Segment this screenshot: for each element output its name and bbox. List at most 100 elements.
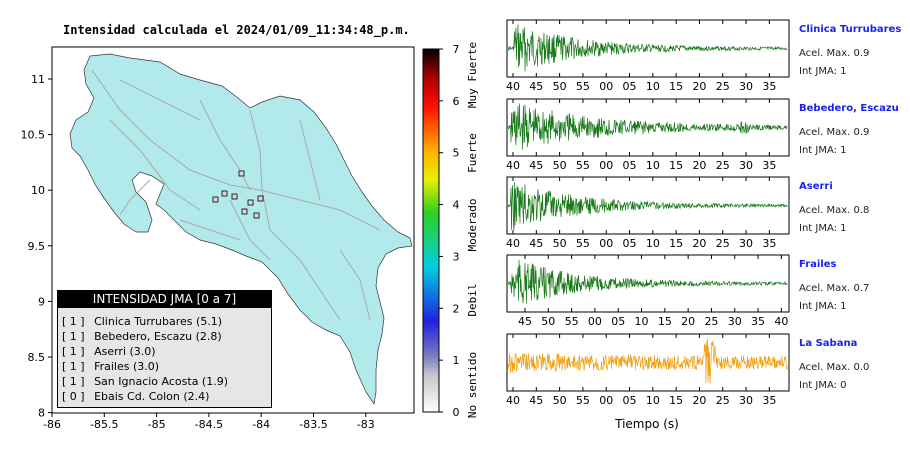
station-int-jma: Int JMA: 1 [799,66,847,77]
seismogram-tick-label: 20 [692,237,706,250]
seismogram-tick-label: 30 [739,80,753,93]
legend-item-label: San Ignacio Acosta (1.9) [90,375,229,388]
legend-item: [ 1 ] Bebedero, Escazu (2.8) [62,329,271,344]
seismogram-tick-label: 10 [646,237,660,250]
seismogram-tick-label: 25 [704,315,718,328]
seismogram-tick-label: 35 [762,237,776,250]
intensity-colorbar: 0 1 2 3 4 5 6 7 No sentido Debil Moderado Fuerte Mu… [422,42,479,419]
seismogram-trace [507,103,788,150]
seismogram-tick-label: 15 [669,237,683,250]
legend-item-code: [ 1 ] [62,360,85,373]
seismogram-tick-label: 05 [623,237,637,250]
seismogram-tick-label: 55 [576,237,590,250]
seismogram-tick-label: 00 [599,159,613,172]
colorbar-tick-label: 3 [453,250,460,263]
station-marker [231,193,238,200]
station-marker [247,199,254,206]
station-marker [212,196,219,203]
station-int-jma: Int JMA: 1 [799,223,847,234]
station-info: Frailes Acel. Max. 0.7 Int JMA: 1 [799,259,869,312]
seismogram-tick-label: 25 [716,80,730,93]
seismogram-tick-label: 05 [623,159,637,172]
station-int-jma: Int JMA: 1 [799,145,847,156]
colorbar-category-label: Fuerte [466,133,479,173]
seismogram-tick-label: 05 [623,394,637,407]
seismogram-tick-label: 55 [576,159,590,172]
time-axis-label: Tiempo (s) [614,417,679,431]
seismogram-tick-label: 35 [751,315,765,328]
colorbar-category-label: Muy Fuerte [466,42,479,108]
seismogram-tick-label: 30 [739,159,753,172]
legend-item-label: Aserri (3.0) [90,345,156,358]
seismogram-tick-label: 45 [529,237,543,250]
map-x-tick-label: -86 [43,418,61,431]
colorbar-tick-label: 6 [453,95,460,108]
station-int-jma: Int JMA: 1 [799,301,847,312]
map-y-tick-label: 11 [31,73,45,86]
station-acel-max: Acel. Max. 0.9 [799,127,870,138]
seismogram-trace [507,338,788,384]
colorbar-tick-label: 0 [453,406,460,419]
seismogram-tick-label: 10 [635,315,649,328]
station-info: Aserri Acel. Max. 0.8 Int JMA: 1 [799,181,869,234]
seismogram-tick-label: 55 [576,394,590,407]
legend-item-label: Ebais Cd. Colon (2.4) [90,390,210,403]
seismogram-tick-label: 50 [553,80,567,93]
colorbar-category-label: No sentido [466,352,479,418]
legend-item: [ 1 ] Aserri (3.0) [62,344,271,359]
seismogram-tick-label: 35 [762,80,776,93]
seismogram-tick-label: 10 [646,80,660,93]
station-acel-max: Acel. Max. 0.9 [799,48,870,59]
legend-item: [ 0 ] Ebais Cd. Colon (2.4) [62,389,271,404]
seismogram-tick-label: 55 [576,80,590,93]
country-land [69,53,413,405]
map-y-tick-label: 10 [31,184,45,197]
station-name: Aserri [799,181,833,192]
station-marker [257,195,264,202]
seismogram-tick-label: 05 [623,80,637,93]
map-x-ticks: -86 -85.5 -85 -84.5 -84 -83.5 -83 [43,413,375,431]
legend-rows: [ 1 ] Clinica Turrubares (5.1)[ 1 ] Bebe… [58,308,271,404]
map-x-tick-label: -84 [252,418,270,431]
legend-item-label: Frailes (3.0) [90,360,160,373]
seismogram-tick-label: 45 [518,315,532,328]
seismogram-trace [507,181,788,231]
seismogram-tick-label: 00 [599,80,613,93]
colorbar-tick-label: 2 [453,302,460,315]
seismogram-tick-label: 20 [692,159,706,172]
seismogram-trace [507,24,788,72]
seismogram-tick-label: 25 [716,237,730,250]
station-acel-max: Acel. Max. 0.7 [799,283,870,294]
seismogram-tick-label: 30 [739,394,753,407]
map-y-ticks: 11 10.5 10 9.5 9 8.5 8 [21,73,52,420]
legend-item: [ 1 ] Clinica Turrubares (5.1) [62,314,271,329]
colorbar-ticks: 0 1 2 3 4 5 6 7 [439,43,460,419]
station-acel-max: Acel. Max. 0.0 [799,362,870,373]
seismogram-tick-label: 45 [529,80,543,93]
map-y-tick-label: 8.5 [28,351,46,364]
station-int-jma: Int JMA: 0 [799,380,847,391]
colorbar-tick-label: 1 [453,354,460,367]
colorbar-tick-label: 7 [453,43,460,56]
seismogram-tick-label: 00 [588,315,602,328]
seismogram-tick-label: 50 [553,159,567,172]
map-x-tick-label: -83.5 [299,418,327,431]
station-info: Bebedero, Escazu Acel. Max. 0.9 Int JMA: 1 [799,103,899,156]
colorbar-tick-label: 5 [453,147,460,160]
seismogram-tick-label: 50 [541,315,555,328]
legend-item: [ 1 ] Frailes (3.0) [62,359,271,374]
map-title: Intensidad calculada el 2024/01/09_11:34… [63,23,410,38]
seismogram-tick-label: 05 [611,315,625,328]
colorbar-category-label: Moderado [466,199,479,252]
seismogram-tick-label: 10 [646,159,660,172]
seismogram-tick-label: 50 [553,237,567,250]
seismogram-tick-label: 15 [669,394,683,407]
map-y-tick-label: 9 [38,295,45,308]
station-marker [221,190,228,197]
seismogram-tick-label: 40 [774,315,788,328]
station-name: Clinica Turrubares [799,24,902,35]
legend-item: [ 1 ] San Ignacio Acosta (1.9) [62,374,271,389]
legend-item-code: [ 1 ] [62,330,85,343]
legend-item-code: [ 1 ] [62,315,85,328]
